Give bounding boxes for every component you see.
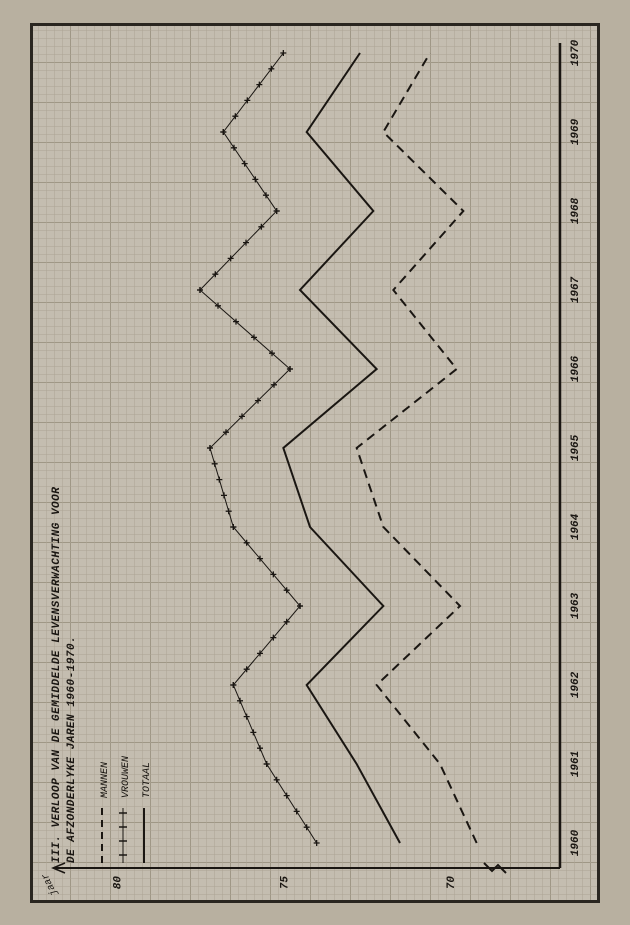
axes <box>53 43 560 873</box>
rotated-chart-container: III. VERLOOP VAN DE GEMIDDELDE LEVENSVER… <box>30 23 600 903</box>
svg-text:70: 70 <box>446 875 458 889</box>
svg-text:1962: 1962 <box>570 671 582 698</box>
svg-text:1966: 1966 <box>570 355 582 382</box>
svg-text:1964: 1964 <box>570 513 582 540</box>
svg-text:1968: 1968 <box>570 197 582 224</box>
svg-text:80: 80 <box>113 875 125 889</box>
svg-text:1969: 1969 <box>570 118 582 145</box>
data-series <box>197 50 477 846</box>
page-frame: III. VERLOOP VAN DE GEMIDDELDE LEVENSVER… <box>30 23 600 903</box>
chart-svg: 1960 1961 1962 1963 1964 1965 1966 1967 1968 1969… <box>30 23 600 903</box>
x-tick-labels: 1960 1961 1962 1963 1964 1965 1966 1967 1968 1969… <box>570 39 582 856</box>
y-tick-labels: 70 75 80 <box>113 875 458 889</box>
svg-text:1967: 1967 <box>570 276 582 303</box>
svg-text:1960: 1960 <box>570 829 582 856</box>
svg-text:1965: 1965 <box>570 434 582 461</box>
svg-text:1970: 1970 <box>570 39 582 66</box>
svg-text:1961: 1961 <box>570 750 582 776</box>
svg-text:1963: 1963 <box>570 592 582 619</box>
svg-text:75: 75 <box>279 875 291 889</box>
